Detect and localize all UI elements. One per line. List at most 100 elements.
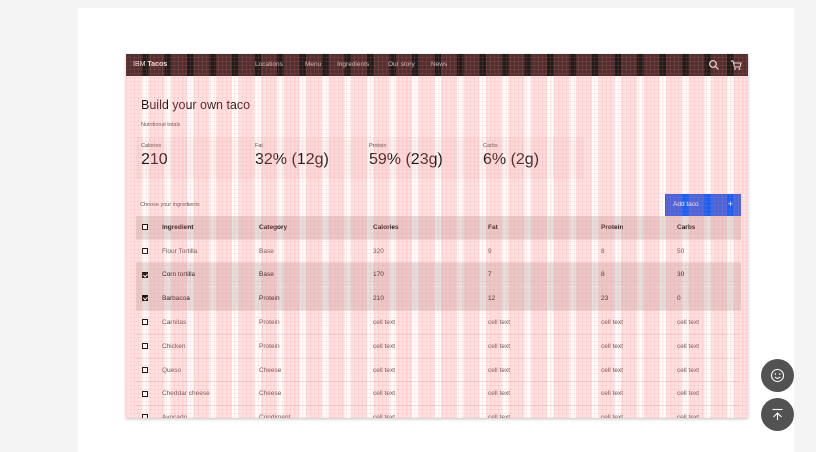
top-navigation: IBM Tacos Locations Menu Ingredients Our…: [126, 54, 748, 76]
stat-label: Protein: [369, 143, 387, 149]
nav-ingredients[interactable]: Ingredients: [337, 61, 370, 68]
table-row[interactable]: Flour Tortilla Base 320 9 8 50: [136, 238, 741, 263]
row-checkbox[interactable]: [142, 390, 148, 397]
nav-menu[interactable]: Menu: [305, 61, 322, 68]
row-select-cell: [136, 333, 162, 359]
feedback-button[interactable]: [761, 359, 794, 392]
table-cell: 210: [373, 286, 488, 311]
add-taco-label: Add taco: [673, 201, 699, 208]
brand-logo[interactable]: IBM Tacos: [133, 61, 167, 68]
back-to-top-button[interactable]: [761, 398, 794, 431]
table-cell: Protein: [259, 310, 373, 335]
nav-our-story[interactable]: Our story: [388, 61, 415, 68]
row-select-cell: [136, 286, 162, 311]
nutrition-panel: [136, 137, 584, 179]
col-calories[interactable]: Calories: [373, 216, 488, 240]
table-cell: cell text: [488, 381, 601, 406]
nav-news[interactable]: News: [431, 61, 448, 68]
table-cell: Base: [259, 262, 373, 287]
row-checkbox[interactable]: [142, 343, 148, 350]
col-protein[interactable]: Protein: [601, 216, 677, 240]
table-cell: cell text: [488, 357, 601, 382]
table-row[interactable]: Corn tortilla Base 170 7 8 30: [136, 262, 741, 287]
row-checkbox[interactable]: [142, 295, 148, 302]
stat-value: 59% (23g): [369, 151, 443, 168]
table-row[interactable]: Cheddar cheese Cheese cell text cell text ce…: [136, 381, 741, 406]
table-cell: cell text: [601, 310, 677, 335]
table-cell: 170: [373, 262, 488, 287]
table-cell: cell text: [677, 310, 741, 335]
table-cell: Protein: [259, 333, 373, 359]
table-cell: cell text: [373, 357, 488, 382]
nav-locations[interactable]: Locations: [255, 61, 283, 68]
stat-calories: Calories 210: [141, 143, 168, 169]
col-fat[interactable]: Fat: [488, 216, 601, 240]
row-select-cell: [136, 310, 162, 335]
select-all-checkbox[interactable]: [142, 224, 148, 231]
stat-carbs: Carbs 6% (2g): [483, 143, 539, 169]
stat-label: Calories: [141, 143, 162, 149]
table-cell: Carnitas: [162, 310, 259, 335]
table-row[interactable]: Barbacoa Protein 210 12 23 0: [136, 286, 741, 311]
table-cell: cell text: [373, 333, 488, 359]
table-cell: Chicken: [162, 333, 259, 359]
plus-icon: +: [727, 199, 733, 209]
table-cell: cell text: [677, 333, 741, 359]
table-cell: cell text: [373, 310, 488, 335]
table-cell: 50: [677, 238, 741, 263]
add-taco-button[interactable]: Add taco +: [665, 194, 741, 216]
brand-name: Tacos: [147, 61, 168, 68]
table-cell: Protein: [259, 286, 373, 311]
stat-label: Fat: [255, 143, 263, 149]
table-cell: Avocado: [162, 405, 259, 418]
table-cell: cell text: [488, 405, 601, 418]
cart-icon[interactable]: [730, 59, 742, 71]
col-ingredient[interactable]: Ingredient: [162, 216, 259, 240]
table-cell: Base: [259, 238, 373, 263]
table-cell: cell text: [677, 381, 741, 406]
table-header-row: Ingredient Category Calories Fat Protein…: [136, 216, 741, 240]
table-cell: cell text: [677, 405, 741, 418]
row-checkbox[interactable]: [142, 247, 148, 254]
stat-value: 6% (2g): [483, 151, 540, 168]
table-cell: Cheddar cheese: [162, 381, 259, 406]
col-carbs[interactable]: Carbs: [677, 216, 741, 240]
back-to-top-icon: [772, 408, 783, 420]
stat-value: 32% (12g): [255, 151, 329, 168]
table-cell: cell text: [601, 357, 677, 382]
table-cell: 7: [488, 262, 601, 287]
row-checkbox[interactable]: [142, 271, 148, 278]
row-select-cell: [136, 381, 162, 406]
col-category[interactable]: Category: [259, 216, 373, 240]
search-icon[interactable]: [708, 59, 720, 71]
row-checkbox[interactable]: [142, 414, 148, 418]
table-cell: cell text: [373, 381, 488, 406]
table-cell: 9: [488, 238, 601, 263]
table-cell: Barbacoa: [162, 286, 259, 311]
table-cell: cell text: [488, 333, 601, 359]
smiley-icon: [770, 368, 785, 383]
table-cell: Condiment: [259, 405, 373, 418]
page-title: Build your own taco: [141, 98, 251, 112]
table-row[interactable]: Carnitas Protein cell text cell text cell te…: [136, 310, 741, 335]
row-checkbox[interactable]: [142, 366, 148, 373]
table-row[interactable]: Queso Cheese cell text cell text cell text ce…: [136, 357, 741, 382]
stat-label: Carbs: [483, 143, 498, 149]
table-cell: Queso: [162, 357, 259, 382]
row-checkbox[interactable]: [142, 319, 148, 326]
table-row[interactable]: Avocado Condiment cell text cell text cell t…: [136, 405, 741, 418]
row-select-cell: [136, 357, 162, 382]
row-select-cell: [136, 262, 162, 287]
table-cell: 0: [677, 286, 741, 311]
table-row[interactable]: Chicken Protein cell text cell text cell tex…: [136, 333, 741, 359]
table-cell: 12: [488, 286, 601, 311]
table-cell: 8: [601, 262, 677, 287]
choose-ingredients-label: Choose your ingredients: [140, 202, 200, 208]
brand-prefix: IBM: [133, 61, 146, 68]
table-cell: 320: [373, 238, 488, 263]
table-cell: 23: [601, 286, 677, 311]
table-cell: Flour Tortilla: [162, 238, 259, 263]
table-cell: Cheese: [259, 381, 373, 406]
table-cell: cell text: [601, 381, 677, 406]
stat-value: 210: [141, 151, 168, 168]
